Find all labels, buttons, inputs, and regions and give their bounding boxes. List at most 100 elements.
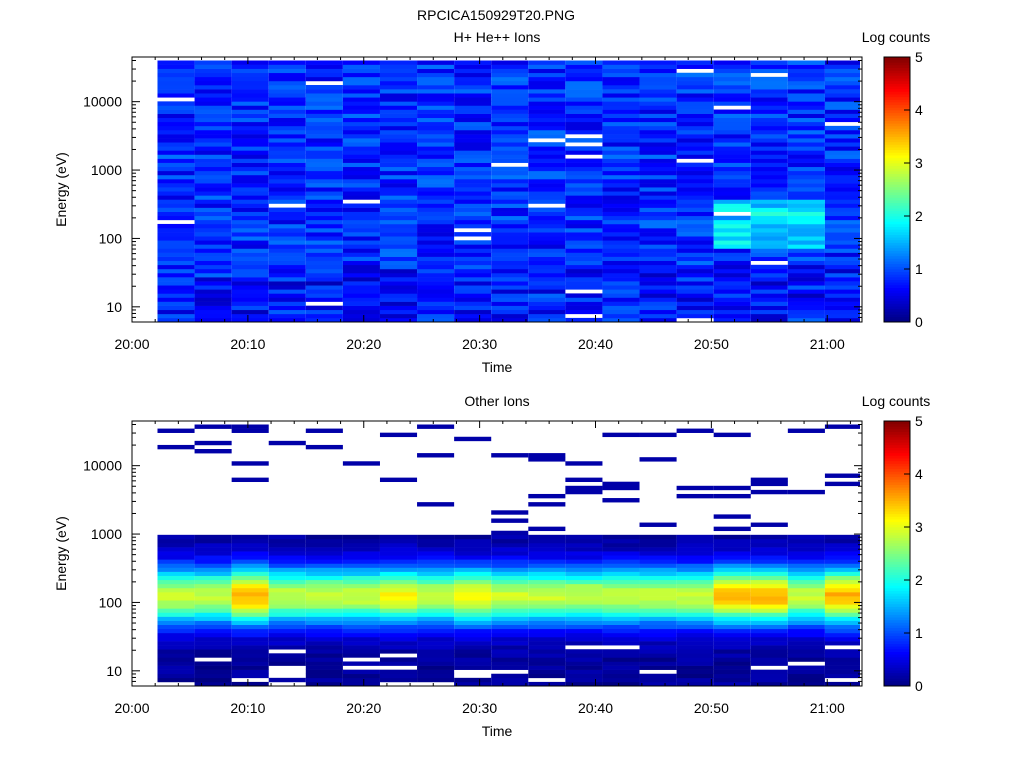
heatmap-cell — [491, 183, 529, 188]
heatmap-cell — [491, 76, 529, 82]
heatmap-cell — [824, 575, 860, 581]
colorbar-segment — [884, 176, 910, 180]
heatmap-cell — [528, 146, 566, 151]
heatmap-cell — [342, 60, 380, 65]
heatmap-cell — [379, 60, 418, 65]
heatmap-cell — [379, 240, 418, 245]
heatmap-cell — [491, 248, 529, 253]
heatmap-cell — [639, 174, 677, 180]
heatmap-cell — [639, 158, 677, 163]
heatmap-cell — [305, 673, 343, 679]
heatmap-cell — [231, 109, 269, 114]
heatmap-cell — [528, 665, 566, 670]
heatmap-cell — [565, 129, 603, 135]
heatmap-cell — [157, 101, 195, 106]
y-tick-label: 1000 — [91, 162, 122, 178]
heatmap-cell — [268, 150, 306, 155]
heatmap-cell — [379, 129, 418, 135]
heatmap-cell — [454, 293, 492, 298]
heatmap-cell — [528, 555, 566, 560]
heatmap-cell — [379, 89, 418, 94]
heatmap-cell — [565, 125, 603, 131]
heatmap-cell — [787, 129, 825, 135]
heatmap-cell — [676, 215, 714, 221]
heatmap-cell — [268, 232, 306, 237]
colorbar-segment — [884, 548, 910, 552]
heatmap-cell — [824, 661, 860, 666]
heatmap-cell — [157, 150, 195, 155]
heatmap-cell — [342, 142, 380, 147]
heatmap-cell — [565, 538, 603, 544]
heatmap-cell — [305, 203, 343, 208]
heatmap-cell — [491, 636, 529, 642]
colorbar-segment — [884, 640, 910, 644]
heatmap-cell — [379, 677, 418, 683]
heatmap-cell — [491, 559, 529, 564]
heatmap-cell — [750, 85, 788, 90]
heatmap-cell — [157, 673, 195, 679]
heatmap-cell — [602, 289, 640, 294]
heatmap-cell — [787, 636, 825, 642]
heatmap-cell — [157, 669, 195, 675]
colorbar-segment — [884, 611, 910, 615]
x-tick-label: 20:40 — [578, 336, 613, 352]
heatmap-cell — [824, 481, 860, 487]
heatmap-cell — [454, 571, 492, 576]
heatmap-cell — [305, 211, 343, 217]
heatmap-cell — [639, 632, 677, 638]
heatmap-cell — [528, 142, 566, 147]
heatmap-cell — [417, 178, 455, 184]
colorbar-segment — [884, 455, 910, 459]
heatmap-cell — [379, 109, 418, 114]
heatmap-cell — [639, 653, 677, 658]
heatmap-cell — [528, 309, 566, 315]
heatmap-cell — [305, 195, 343, 200]
heatmap-cell — [268, 97, 306, 102]
heatmap-cell — [750, 612, 788, 617]
heatmap-cell — [602, 583, 640, 589]
heatmap-cell — [639, 105, 677, 110]
heatmap-cell — [750, 207, 788, 212]
heatmap-cell — [713, 129, 751, 135]
heatmap-cell — [342, 80, 380, 86]
heatmap-cell — [231, 596, 269, 601]
heatmap-cell — [787, 166, 825, 172]
heatmap-cell — [824, 105, 860, 110]
heatmap-cell — [231, 207, 269, 212]
heatmap-cell — [750, 571, 788, 576]
heatmap-cell — [454, 150, 492, 155]
heatmap-cell — [750, 477, 788, 483]
heatmap-cell — [491, 121, 529, 127]
heatmap-cell — [676, 72, 714, 78]
heatmap-cell — [454, 195, 492, 200]
heatmap-cell — [639, 232, 677, 237]
heatmap-cell — [528, 89, 566, 94]
heatmap-cell — [602, 121, 640, 127]
heatmap-cell — [231, 223, 269, 229]
heatmap-cell — [750, 657, 788, 662]
heatmap-cell — [602, 97, 640, 102]
heatmap-cell — [268, 183, 306, 188]
heatmap-cell — [194, 154, 232, 159]
heatmap-cell — [157, 620, 195, 626]
heatmap-cell — [639, 641, 677, 646]
heatmap-cell — [713, 579, 751, 585]
heatmap-cell — [454, 567, 492, 572]
heatmap-cell — [713, 117, 751, 123]
heatmap-cell — [676, 248, 714, 253]
heatmap-cell — [194, 641, 232, 646]
heatmap-cell — [639, 596, 677, 601]
heatmap-cell — [824, 587, 860, 593]
heatmap-cell — [231, 183, 269, 188]
heatmap-cell — [639, 125, 677, 131]
heatmap-cell — [231, 628, 269, 634]
x-tick-label: 21:00 — [810, 336, 845, 352]
heatmap-cell — [454, 129, 492, 135]
heatmap-cells — [157, 424, 860, 687]
colorbar-segment — [884, 168, 910, 172]
heatmap-cell — [676, 129, 714, 135]
heatmap-cell — [639, 142, 677, 147]
heatmap-cell — [787, 260, 825, 266]
heatmap-cell — [417, 604, 455, 609]
heatmap-cell — [305, 125, 343, 131]
